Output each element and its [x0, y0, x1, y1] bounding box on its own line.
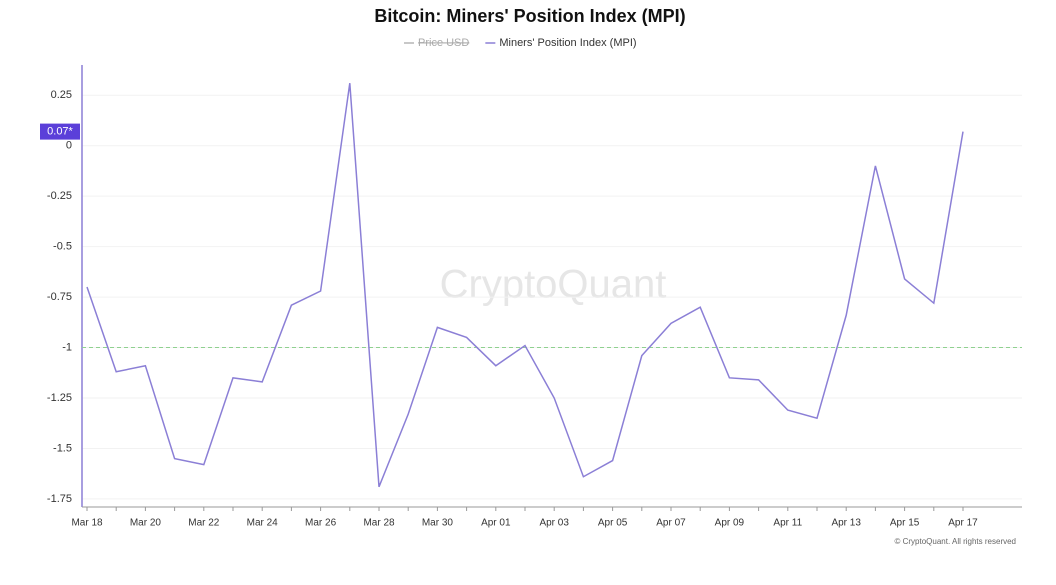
- x-tick-label: Apr 01: [481, 518, 511, 529]
- x-tick-label: Mar 26: [305, 518, 337, 529]
- x-tick-label: Apr 09: [715, 518, 745, 529]
- x-tick-label: Mar 28: [363, 518, 395, 529]
- x-tick-label: Apr 05: [598, 518, 628, 529]
- y-tick-label: -0.25: [47, 190, 72, 202]
- y-tick-label: -1.25: [47, 392, 72, 404]
- y-tick-label: -1.5: [53, 442, 72, 454]
- y-tick-label: -1: [62, 341, 72, 353]
- x-tick-label: Apr 07: [656, 518, 686, 529]
- x-tick-label: Mar 22: [188, 518, 220, 529]
- y-tick-label: -0.5: [53, 241, 72, 253]
- x-tick-label: Apr 03: [539, 518, 569, 529]
- x-tick-label: Apr 17: [948, 518, 978, 529]
- footer: © CryptoQuant. All rights reserved: [895, 537, 1017, 546]
- watermark: CryptoQuant: [440, 263, 667, 307]
- y-tick-label: 0: [66, 140, 72, 152]
- y-tick-label: 0.25: [51, 89, 72, 101]
- y-tick-label: -0.75: [47, 291, 72, 303]
- last-value-badge: [40, 123, 80, 140]
- y-tick-label: -1.75: [47, 493, 72, 505]
- x-tick-label: Mar 18: [71, 518, 103, 529]
- legend-label: Price USD: [418, 37, 469, 49]
- x-tick-label: Mar 30: [422, 518, 454, 529]
- x-tick-label: Apr 13: [831, 518, 861, 529]
- last-value-label: 0.07*: [47, 126, 73, 138]
- x-tick-label: Apr 15: [890, 518, 920, 529]
- legend-label: Miners' Position Index (MPI): [499, 37, 636, 49]
- x-tick-label: Mar 24: [247, 518, 279, 529]
- x-tick-label: Apr 11: [773, 518, 802, 529]
- series-line: [86, 83, 964, 488]
- chart-title: Bitcoin: Miners' Position Index (MPI): [374, 6, 685, 26]
- x-tick-label: Mar 20: [130, 518, 162, 529]
